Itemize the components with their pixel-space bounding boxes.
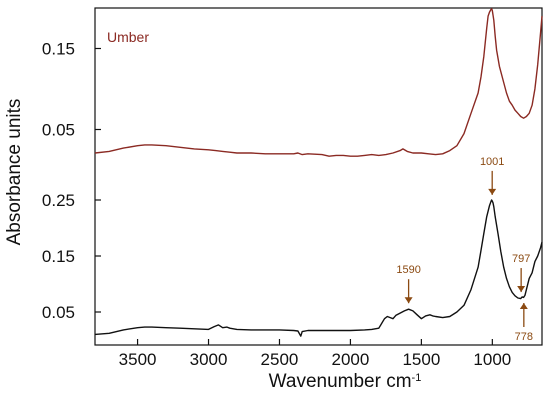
annotation-label-1590: 1590 (396, 264, 420, 276)
annotation-label-1001: 1001 (480, 156, 504, 168)
y-axis-label: Absorbance units (4, 99, 25, 246)
x-tick-label: 3000 (190, 350, 228, 369)
annotation-label-797: 797 (512, 253, 530, 265)
y-tick-label: 0.05 (42, 303, 75, 322)
annotation-layer: 1001 1590 797 778 (396, 156, 533, 343)
y-tick-label: 0.25 (42, 191, 75, 210)
plot-frame (94, 7, 543, 346)
annotation-label-778: 778 (515, 331, 533, 343)
plot-frame-layer (94, 7, 543, 346)
y-tick-label: 0.15 (42, 247, 75, 266)
x-tick-label: 1000 (473, 350, 511, 369)
annotation-arrowhead-797 (517, 286, 526, 293)
series-label-umber: Umber (107, 29, 149, 45)
annotation-arrowhead-1590 (404, 297, 413, 304)
x-axis-label-main: Wavenumber cm (269, 371, 412, 392)
y-tick-label: 0.05 (42, 121, 75, 140)
series-layer: Umber (94, 8, 543, 337)
series-line-panel-1-0 (94, 199, 543, 337)
x-axis-label-superscript: -1 (412, 372, 422, 384)
x-tick-label: 1500 (402, 350, 440, 369)
y-tick-label: 0.15 (42, 40, 75, 59)
axis-layer: 0.05 0.15 0.05 0.15 0.25 3500 3000 2500 2000 1500… (42, 40, 511, 370)
series-line-panel-0-0 (94, 8, 543, 157)
x-tick-label: 2500 (261, 350, 299, 369)
x-tick-label: 3500 (119, 350, 157, 369)
annotation-arrowhead-1001 (488, 188, 497, 195)
x-tick-label: 2000 (332, 350, 370, 369)
x-axis-label: Wavenumber cm-1 (269, 371, 422, 392)
annotation-arrowhead-778 (519, 302, 528, 309)
